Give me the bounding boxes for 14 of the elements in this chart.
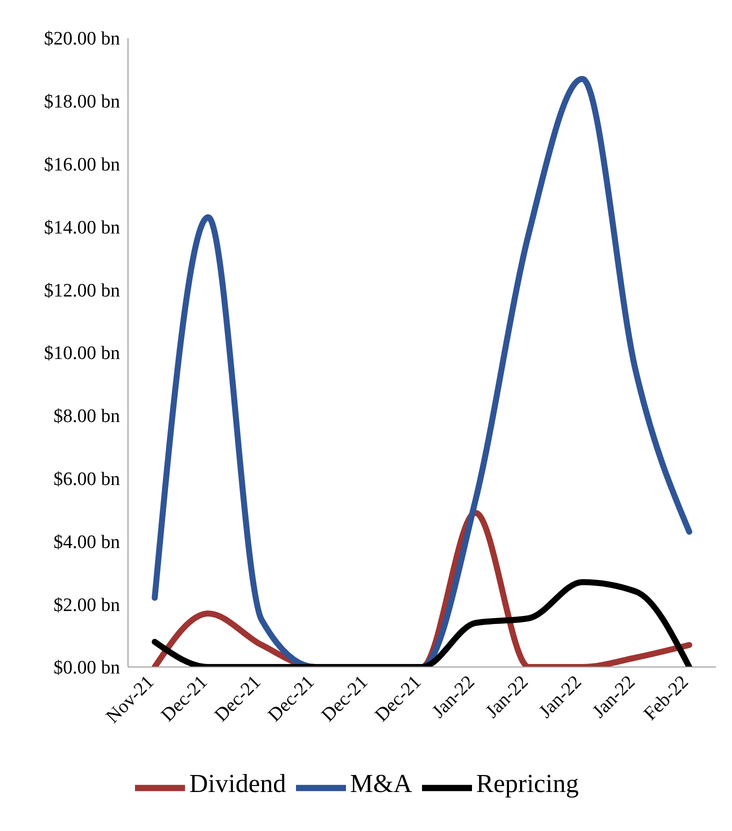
y-tick-label: $6.00 bn: [54, 469, 120, 490]
legend-label: M&A: [350, 768, 412, 798]
y-tick-label: $14.00 bn: [44, 217, 120, 238]
y-tick-label: $8.00 bn: [54, 406, 120, 428]
y-tick-label: $10.00 bn: [44, 343, 120, 364]
legend-label: Dividend: [189, 768, 286, 798]
y-tick-label: $20.00 bn: [44, 28, 120, 50]
y-tick-label: $2.00 bn: [54, 594, 120, 616]
y-tick-label: $18.00 bn: [44, 92, 120, 113]
y-tick-label: $12.00 bn: [44, 280, 120, 302]
y-tick-label: $4.00 bn: [54, 532, 120, 553]
legend-label: Repricing: [476, 768, 579, 798]
y-tick-label: $0.00 bn: [54, 658, 120, 679]
y-tick-label: $16.00 bn: [44, 154, 120, 176]
